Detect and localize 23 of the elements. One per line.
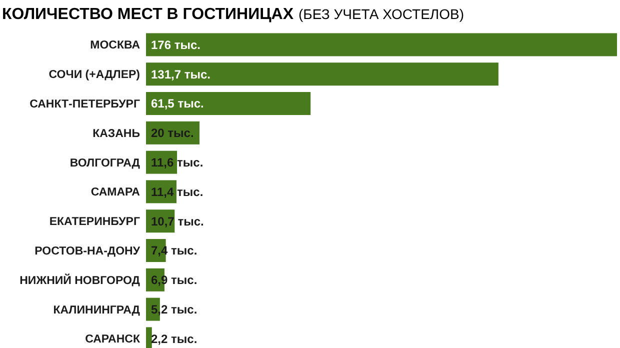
y-tick-label: САНКТ-ПЕТЕРБУРГ (30, 98, 140, 111)
chart-subtitle: (БЕЗ УЧЕТА ХОСТЕЛОВ) (298, 6, 464, 22)
y-tick-label: КАЗАНЬ (92, 128, 140, 140)
chart-title: КОЛИЧЕСТВО МЕСТ В ГОСТИНИЦАХ (2, 6, 294, 23)
y-tick-label: ЕКАТЕРИНБУРГ (49, 216, 140, 228)
data-label: 176 тыс. (151, 38, 200, 52)
bar (146, 92, 311, 115)
y-tick-label: КАЛИНИНГРАД (53, 304, 140, 316)
data-label: 20 тыс. (151, 126, 194, 140)
y-tick-label: САМАРА (90, 186, 140, 199)
bar (146, 33, 617, 56)
y-tick-label: РОСТОВ-НА-ДОНУ (34, 246, 141, 258)
data-label: 11,4 тыс. (151, 184, 204, 199)
data-label: 10,7 тыс. (151, 214, 204, 228)
bar (146, 62, 498, 86)
data-label: 131,7 тыс. (151, 67, 210, 82)
data-label: 61,5 тыс. (151, 96, 204, 111)
y-tick-label: НИЖНИЙ НОВГОРОД (20, 272, 140, 287)
y-tick-label: САРАНСК (85, 334, 141, 346)
y-tick-label: СОЧИ (+АДЛЕР) (48, 69, 140, 82)
y-tick-label: ВОЛГОГРАД (70, 157, 140, 170)
y-tick-label: МОСКВА (90, 40, 140, 52)
data-label: 11,6 тыс. (151, 156, 204, 170)
